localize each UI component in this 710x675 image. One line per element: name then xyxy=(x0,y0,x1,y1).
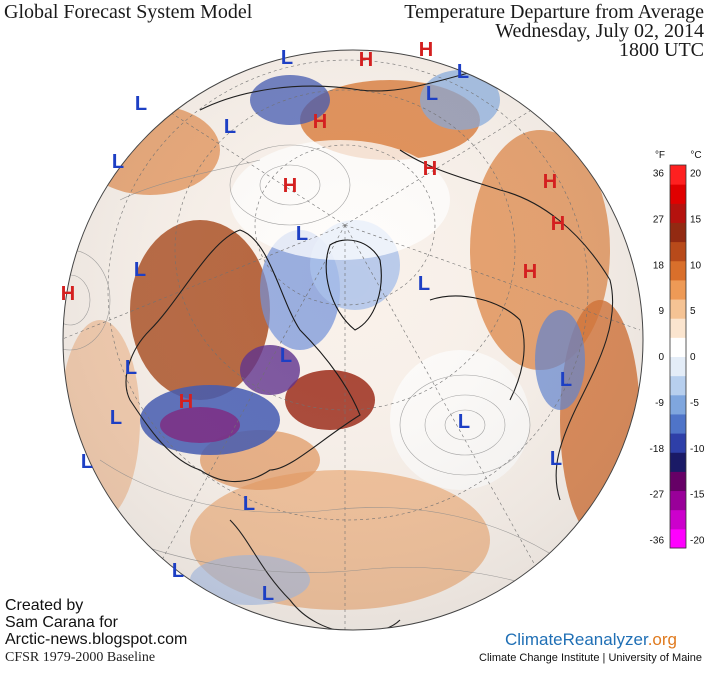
low-pressure-marker: L xyxy=(81,451,93,473)
legend-color-swatch xyxy=(670,433,686,453)
low-pressure-marker: L xyxy=(110,407,122,429)
legend-color-swatch xyxy=(670,165,686,185)
baseline-note: CFSR 1979-2000 Baseline xyxy=(5,650,156,665)
legend-tick-celsius: 15 xyxy=(690,214,702,225)
high-pressure-marker: H xyxy=(419,39,433,61)
legend-color-swatch xyxy=(670,241,686,262)
legend-color-swatch xyxy=(670,509,686,530)
legend-color-swatch xyxy=(670,203,686,223)
legend-color-swatch xyxy=(670,452,686,472)
legend-tick-fahrenheit: 36 xyxy=(653,169,665,180)
legend-tick-fahrenheit: 18 xyxy=(653,260,665,271)
high-pressure-marker: H xyxy=(543,171,557,193)
institute-credit: Climate Change Institute | University of… xyxy=(479,652,702,664)
legend-tick-fahrenheit: -9 xyxy=(655,398,664,409)
legend-tick-fahrenheit: -36 xyxy=(650,536,665,547)
legend-color-swatch xyxy=(670,490,686,511)
legend-color-swatch xyxy=(670,413,686,434)
legend-color-swatch xyxy=(670,299,686,319)
low-pressure-marker: L xyxy=(550,448,562,470)
low-pressure-marker: L xyxy=(134,259,146,281)
low-pressure-marker: L xyxy=(296,223,308,245)
legend-tick-celsius: 0 xyxy=(690,352,696,363)
forecast-date: Wednesday, July 02, 2014 xyxy=(495,20,704,42)
legend-tick-celsius: -10 xyxy=(690,444,705,455)
model-title: Global Forecast System Model xyxy=(4,1,253,23)
high-pressure-marker: H xyxy=(551,213,565,235)
low-pressure-marker: L xyxy=(243,493,255,515)
high-pressure-marker: H xyxy=(179,391,193,413)
legend-color-bar xyxy=(669,164,687,549)
low-pressure-marker: L xyxy=(112,151,124,173)
legend-tick-celsius: -20 xyxy=(690,536,705,547)
low-pressure-marker: L xyxy=(458,411,470,433)
legend-tick-celsius: -5 xyxy=(690,398,699,409)
brand-domain: .org xyxy=(647,630,677,649)
legend-color-swatch xyxy=(670,279,686,300)
credit-author: Sam Carana for xyxy=(5,614,118,631)
high-pressure-marker: H xyxy=(283,175,297,197)
legend-unit-celsius: °C xyxy=(690,150,701,161)
legend-color-swatch xyxy=(670,260,686,281)
low-pressure-marker: L xyxy=(457,61,469,83)
legend-color-swatch xyxy=(670,318,686,338)
legend-tick-celsius: 20 xyxy=(690,169,702,180)
credit-line: Created by xyxy=(5,597,84,614)
legend-tick-celsius: 5 xyxy=(690,306,696,317)
legend-tick-fahrenheit: -27 xyxy=(650,490,665,501)
brand-logo[interactable]: ClimateReanalyzer.org xyxy=(505,630,677,650)
legend-color-swatch xyxy=(670,471,686,492)
legend-color-swatch xyxy=(670,337,686,357)
map-title: Temperature Departure from Average xyxy=(404,1,704,23)
high-pressure-marker: H xyxy=(423,158,437,180)
credit-blog: Arctic-news.blogspot.com xyxy=(5,631,188,648)
legend-tick-celsius: 10 xyxy=(690,260,702,271)
legend-tick-fahrenheit: -18 xyxy=(650,444,665,455)
legend-color-swatch xyxy=(670,222,686,243)
high-pressure-marker: H xyxy=(359,49,373,71)
forecast-time: 1800 UTC xyxy=(619,39,704,61)
legend-tick-fahrenheit: 0 xyxy=(658,352,664,363)
low-pressure-marker: L xyxy=(172,560,184,582)
high-pressure-marker: H xyxy=(313,111,327,133)
legend-tick-fahrenheit: 27 xyxy=(653,214,665,225)
brand-name: ClimateReanalyzer xyxy=(505,630,648,649)
high-pressure-marker: H xyxy=(61,283,75,305)
low-pressure-marker: L xyxy=(125,357,137,379)
low-pressure-marker: L xyxy=(560,369,572,391)
legend-color-swatch xyxy=(670,528,686,549)
low-pressure-marker: L xyxy=(281,47,293,69)
legend-unit-fahrenheit: °F xyxy=(655,150,665,161)
legend-tick-celsius: -15 xyxy=(690,490,705,501)
legend-color-swatch xyxy=(670,394,686,415)
low-pressure-marker: L xyxy=(426,83,438,105)
high-pressure-marker: H xyxy=(523,261,537,283)
low-pressure-marker: L xyxy=(280,345,292,367)
legend-color-swatch xyxy=(670,184,686,204)
legend-frame xyxy=(669,164,687,549)
low-pressure-marker: L xyxy=(262,583,274,605)
legend-color-swatch xyxy=(670,356,686,377)
low-pressure-marker: L xyxy=(224,116,236,138)
low-pressure-marker: L xyxy=(418,273,430,295)
low-pressure-marker: L xyxy=(135,93,147,115)
legend-ticks: 36 20 27 15 18 10 9 5 0 0 -9 -5 -18 -10 -27 -15 -36 -20 xyxy=(650,169,705,547)
legend-color-swatch xyxy=(670,375,686,396)
legend-tick-fahrenheit: 9 xyxy=(658,306,664,317)
